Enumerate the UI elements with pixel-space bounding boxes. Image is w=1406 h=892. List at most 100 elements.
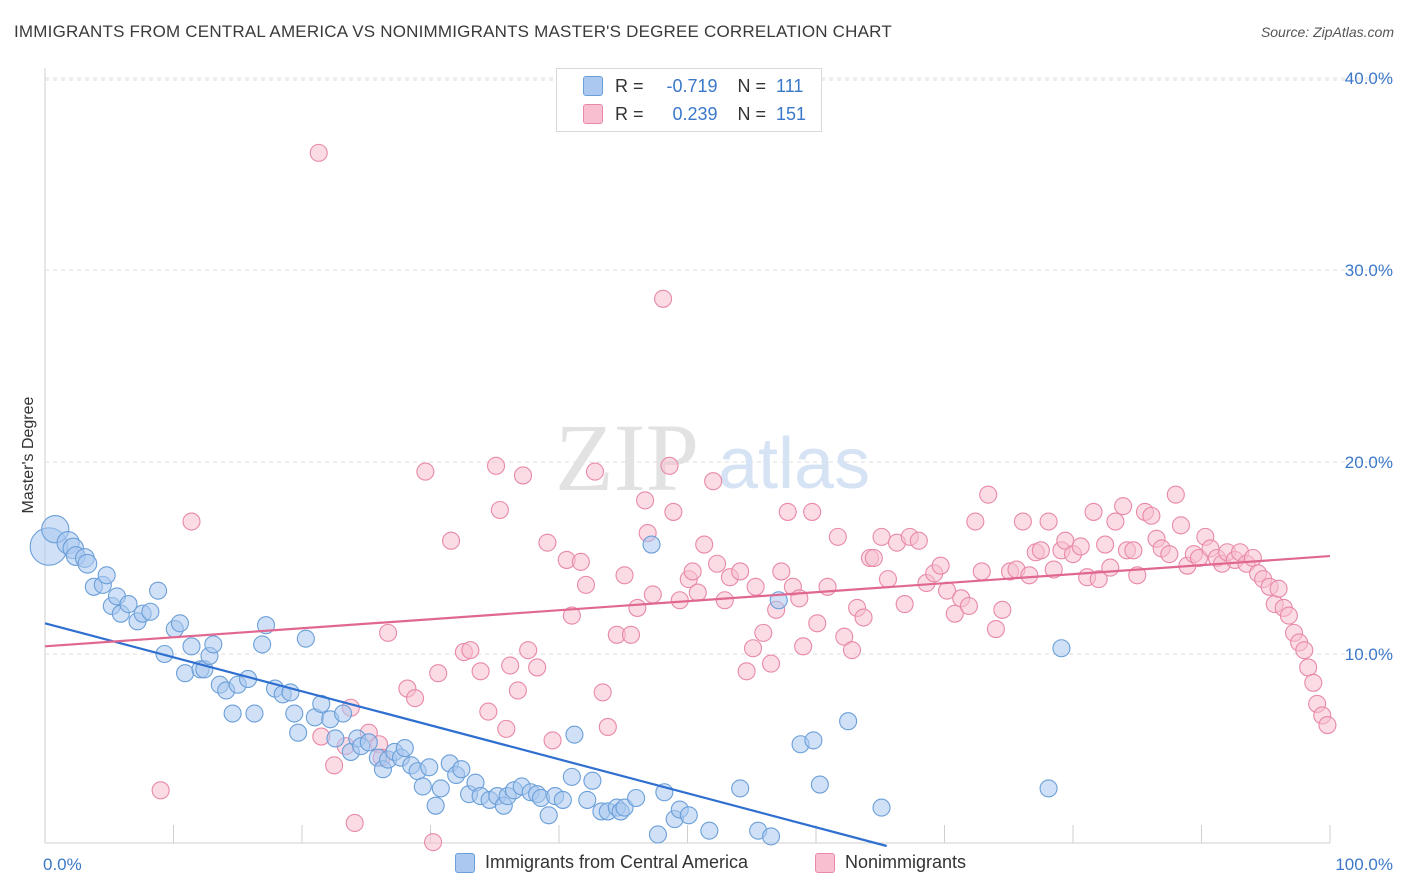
- n-label: N =: [737, 75, 767, 96]
- nonimmigrant-point: [1039, 512, 1058, 531]
- nonimmigrant-point: [325, 756, 344, 775]
- correlation-legend: R = -0.719 N = 111 R = 0.239 N = 151: [556, 68, 822, 132]
- immigrant-point: [872, 798, 891, 817]
- nonimmigrant-point: [1279, 606, 1298, 625]
- nonimmigrant-point: [379, 623, 398, 642]
- nonimmigrant-point: [1084, 502, 1103, 521]
- nonimmigrant-point: [808, 614, 827, 633]
- watermark-zip: ZIP: [555, 404, 699, 511]
- nonimmigrant-point: [794, 637, 813, 656]
- nonimmigrant-point: [1243, 548, 1262, 568]
- nonimmigrant-point: [966, 512, 985, 531]
- nonimmigrant-point: [615, 566, 634, 585]
- nonimmigrant-point: [182, 512, 201, 531]
- nonimmigrant-point: [1044, 560, 1063, 579]
- x-tick-label: 100.0%: [1335, 855, 1393, 874]
- immigrant-point: [553, 790, 572, 809]
- immigrant-point: [679, 806, 698, 825]
- immigrant-point: [223, 704, 242, 723]
- nonimmigrant-point: [562, 606, 581, 625]
- nonimmigrant-point: [471, 662, 490, 681]
- nonimmigrant-point: [972, 562, 991, 581]
- nonimmigrant-point: [345, 813, 364, 833]
- nonimmigrant-point: [429, 664, 448, 683]
- nonimmigrant-point: [479, 702, 498, 721]
- nonimmigrant-point: [731, 562, 750, 581]
- source-label: Source: ZipAtlas.com: [1260, 24, 1394, 40]
- immigrant-point: [627, 788, 646, 808]
- nonimmigrant-point: [746, 577, 765, 596]
- legend-label: Immigrants from Central America: [485, 852, 749, 872]
- legend-row-pink: R = 0.239 N = 151: [557, 100, 806, 128]
- nonimmigrant-point: [1031, 541, 1050, 560]
- nonimmigrant-point: [1101, 558, 1120, 577]
- nonimmigrant-point: [513, 466, 533, 485]
- nonimmigrant-point: [704, 472, 723, 491]
- nonimmigrant-point: [854, 608, 873, 627]
- immigrant-point: [583, 771, 602, 790]
- immigrant-point: [426, 796, 445, 815]
- n-label: N =: [737, 103, 767, 124]
- nonimmigrant-point: [708, 554, 727, 573]
- immigrant-point: [539, 806, 558, 825]
- nonimmigrant-point: [309, 143, 328, 162]
- immigrant-point: [253, 635, 272, 654]
- immigrant-point: [648, 825, 667, 844]
- immigrant-point: [1052, 639, 1071, 658]
- nonimmigrant-point: [828, 527, 847, 546]
- immigrant-point: [395, 739, 414, 758]
- immigrant-point: [804, 731, 823, 750]
- immigrant-point: [810, 775, 829, 794]
- nonimmigrant-point: [959, 596, 978, 616]
- legend-item-nonimmigrants: Nonimmigrants: [815, 852, 966, 873]
- immigrant-point: [413, 777, 432, 796]
- blue-swatch: [455, 852, 475, 873]
- nonimmigrant-point: [1128, 566, 1147, 585]
- nonimmigrant-point: [442, 531, 461, 550]
- immigrant-point: [77, 553, 98, 574]
- immigrant-point: [562, 767, 581, 786]
- nonimmigrant-point: [1295, 641, 1314, 660]
- nonimmigrant-point: [1106, 512, 1125, 531]
- nonimmigrant-point: [1299, 658, 1318, 677]
- nonimmigrant-point: [754, 623, 773, 642]
- immigrant-point: [420, 758, 439, 777]
- immigrant-point: [642, 535, 661, 554]
- immigrant-point: [452, 760, 471, 779]
- immigrant-point: [334, 704, 353, 723]
- immigrant-point: [731, 779, 750, 798]
- nonimmigrant-point: [737, 662, 756, 681]
- immigrant-point: [431, 779, 450, 798]
- r-value: 0.239: [672, 103, 718, 124]
- series-legend: Immigrants from Central America Nonimmig…: [0, 852, 1406, 878]
- immigrant-point: [141, 602, 160, 621]
- nonimmigrant-point: [761, 654, 781, 673]
- immigrant-point: [176, 664, 195, 683]
- nonimmigrant-point: [508, 681, 527, 700]
- nonimmigrant-point: [945, 604, 964, 623]
- immigrant-point: [182, 637, 201, 656]
- data-points: [29, 143, 1337, 852]
- immigrant-point: [1039, 779, 1058, 798]
- nonimmigrant-point: [1020, 566, 1039, 585]
- immigrant-point: [359, 733, 378, 752]
- nonimmigrant-point: [490, 500, 509, 520]
- immigrant-point: [97, 566, 116, 585]
- nonimmigrant-point: [909, 531, 928, 550]
- legend-row-blue: R = -0.719 N = 111: [557, 72, 803, 100]
- nonimmigrant-point: [743, 639, 763, 658]
- legend-label: Nonimmigrants: [845, 852, 967, 872]
- nonimmigrant-point: [683, 562, 702, 581]
- nonimmigrant-point: [1114, 497, 1133, 516]
- nonimmigrant-point: [593, 683, 612, 702]
- watermark: ZIP atlas: [555, 404, 870, 511]
- nonimmigrant-point: [1166, 485, 1185, 504]
- nonimmigrant-point: [1318, 715, 1337, 735]
- immigrant-point: [565, 725, 584, 744]
- nonimmigrant-point: [1142, 506, 1161, 525]
- immigrant-point: [700, 821, 719, 840]
- immigrant-point: [761, 827, 781, 846]
- nonimmigrant-point: [571, 552, 590, 571]
- x-tick-label: 0.0%: [43, 855, 82, 874]
- immigrant-point: [326, 729, 345, 748]
